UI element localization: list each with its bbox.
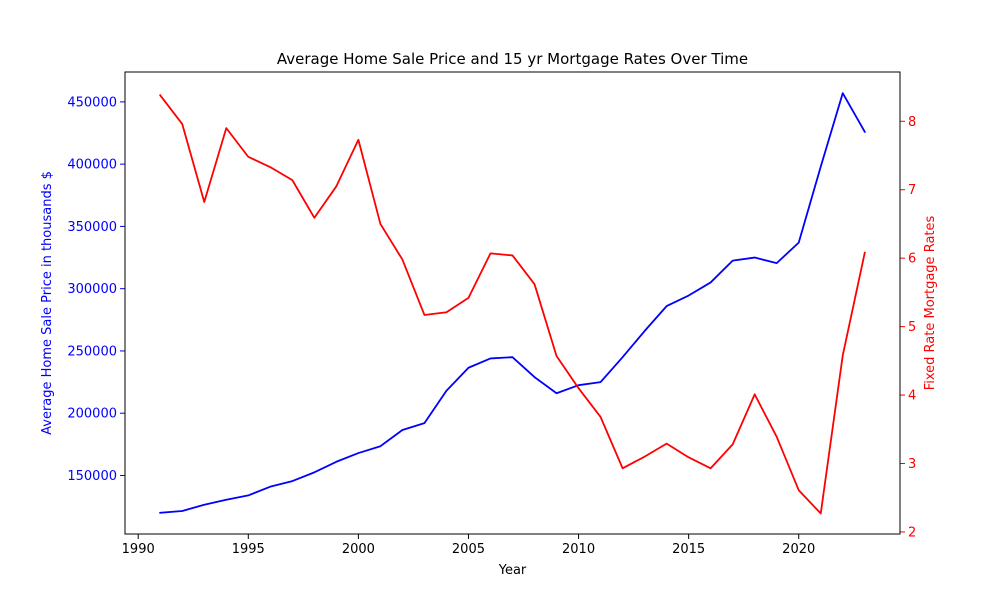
chart-title: Average Home Sale Price and 15 yr Mortga… (277, 50, 748, 68)
right-y-axis-ticks: 2 3 4 5 6 7 8 (900, 115, 916, 540)
right-y-tick-label: 4 (908, 389, 916, 404)
right-y-tick-label: 8 (908, 115, 916, 130)
home-price-series-line (159, 92, 866, 514)
x-tick-label: 2000 (342, 542, 375, 557)
left-y-tick-label: 150000 (67, 469, 117, 484)
left-y-axis-ticks: 150000 200000 250000 300000 350000 400000 4500… (67, 95, 125, 484)
plot-frame (124, 71, 901, 535)
right-y-tick-label: 7 (908, 183, 916, 198)
right-y-tick-label: 5 (908, 320, 916, 335)
x-tick-label: 2015 (672, 542, 705, 557)
right-y-axis-label: Fixed Rate Mortgage Rates (923, 216, 938, 391)
left-y-axis-label: Average Home Sale Price in thousands $ (40, 171, 55, 435)
x-tick-label: 2010 (562, 542, 595, 557)
right-y-tick-label: 3 (908, 457, 916, 472)
x-axis-label: Year (498, 563, 527, 578)
right-y-tick-label: 6 (908, 252, 916, 267)
x-tick-label: 1995 (232, 542, 265, 557)
left-y-tick-label: 450000 (67, 95, 117, 110)
left-y-tick-label: 250000 (67, 344, 117, 359)
left-y-tick-label: 350000 (67, 220, 117, 235)
mortgage-rate-series-line (158, 94, 866, 515)
x-tick-label: 2020 (782, 542, 815, 557)
left-y-tick-label: 200000 (67, 407, 117, 422)
x-tick-label: 2005 (452, 542, 485, 557)
series-lines (158, 92, 866, 515)
x-tick-label: 1990 (122, 542, 155, 557)
right-y-tick-label: 2 (908, 525, 916, 540)
left-y-tick-label: 300000 (67, 282, 117, 297)
left-y-tick-label: 400000 (67, 158, 117, 173)
x-axis-ticks: 1990 1995 2000 2005 2010 2015 2020 (122, 534, 815, 557)
